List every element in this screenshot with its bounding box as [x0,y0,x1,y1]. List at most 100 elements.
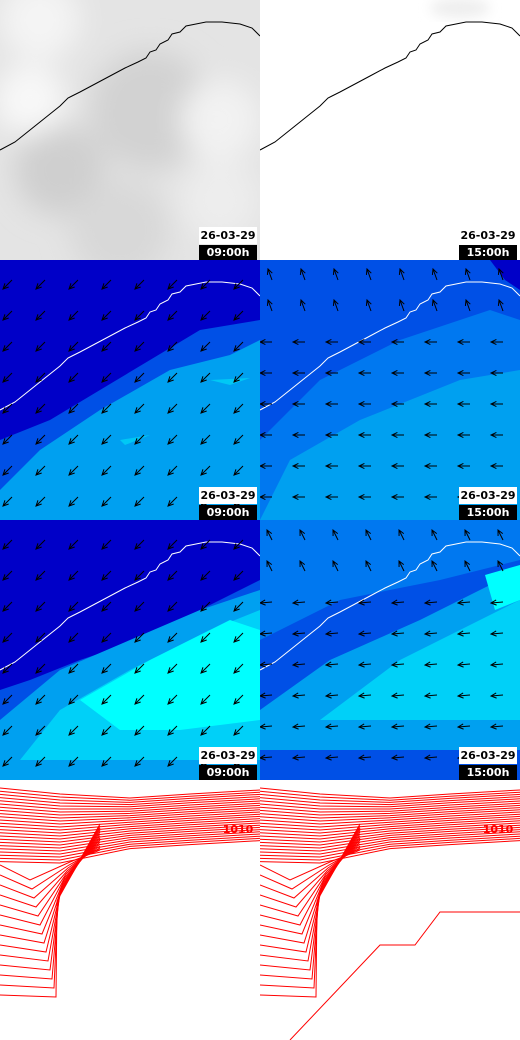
wind-arrow [68,310,79,321]
wind-arrow [357,692,372,699]
time-label: 09:00h [207,766,250,779]
wind-arrow [324,400,338,408]
wind-arrow [134,756,145,767]
wind-arrow [357,369,371,377]
wind-arrow [35,341,46,352]
wind-arrow [398,528,405,541]
wind-arrow [101,539,112,550]
isobar [260,793,520,803]
coastline [260,21,520,151]
cloud [0,65,65,135]
wind-arrow [260,400,272,408]
wind-arrow [101,601,112,612]
wind-arrow [101,496,112,507]
wind-arrow [233,341,244,352]
wind-arrow [2,570,13,581]
wind-arrow [291,462,305,470]
wind-arrow [35,434,46,445]
isobar [0,840,260,864]
wind-arrow [324,493,338,501]
wind-arrow [398,267,405,281]
panel-content: 1010 [0,780,260,1040]
wind-arrow [35,310,46,321]
isobar [0,818,260,834]
wind-arrow [167,539,178,550]
background [260,0,520,260]
wind-arrow [357,723,372,730]
wind-arrow [68,663,79,674]
date-box [199,487,257,504]
wind-arrow [260,431,272,439]
wind-arrow [489,599,504,606]
wind-arrow [101,465,112,476]
wind-arrow [2,725,13,736]
wind-arrow [260,599,273,606]
wind-arrow [233,310,244,321]
wind-arrow [35,601,46,612]
time-label: 15:00h [467,506,510,519]
cloud [180,160,260,240]
wind-arrow [260,338,272,346]
wind-arrow [134,341,145,352]
isobar [260,826,520,846]
map-panel: 26-03-29 15:00h [260,260,520,520]
cloud [180,80,260,160]
wind-arrow [332,298,339,312]
wind-arrow [35,663,46,674]
wind-arrow [68,725,79,736]
isobar [0,829,260,849]
wind-arrow [431,267,438,281]
wind-arrow [423,754,438,761]
wind-arrow [200,663,211,674]
wind-arrow [324,462,338,470]
wind-arrow [35,279,46,290]
wind-arrow [2,539,13,550]
wind-arrow [200,601,211,612]
wind-arrow [390,599,405,606]
isobar [260,798,520,808]
isobar [0,815,260,831]
wind-arrow [423,692,438,699]
wind-arrow [167,279,178,290]
wind-arrow [497,298,504,312]
wind-arrow [390,723,405,730]
wind-arrow [200,694,211,705]
wind-arrow [2,403,13,414]
wind-arrow [390,692,405,699]
wind-arrow [200,539,211,550]
wind-zone [260,520,520,640]
wind-arrow [390,630,405,637]
wind-arrow [390,369,404,377]
isobar [0,826,260,846]
wind-arrow [167,496,178,507]
map-panel: 26-03-29 15:00h [260,520,520,780]
wind-arrow [324,431,338,439]
isobar [0,800,260,810]
wind-arrow [101,725,112,736]
wind-arrow [134,539,145,550]
cloud [70,180,170,260]
wind-arrow [489,338,503,346]
wind-arrow [456,400,470,408]
wind-arrow [291,692,306,699]
wind-arrow [2,663,13,674]
wind-arrow [456,462,470,470]
panel-content: 26-03-29 15:00h [260,0,520,260]
wind-arrow [35,372,46,383]
wind-zone [0,260,260,440]
wind-arrow [101,570,112,581]
wind-arrow [260,754,273,761]
wind-arrow [167,310,178,321]
wind-arrow [456,723,471,730]
wind-arrow [233,465,244,476]
wind-arrow [167,663,178,674]
wind-arrow [233,663,244,674]
wind-arrow [167,372,178,383]
wind-arrow [431,298,438,312]
wind-arrow [167,403,178,414]
wind-arrow [324,661,339,668]
wind-arrow [134,632,145,643]
wind-zone [0,520,260,690]
isobar [0,802,260,813]
wind-arrow [35,725,46,736]
